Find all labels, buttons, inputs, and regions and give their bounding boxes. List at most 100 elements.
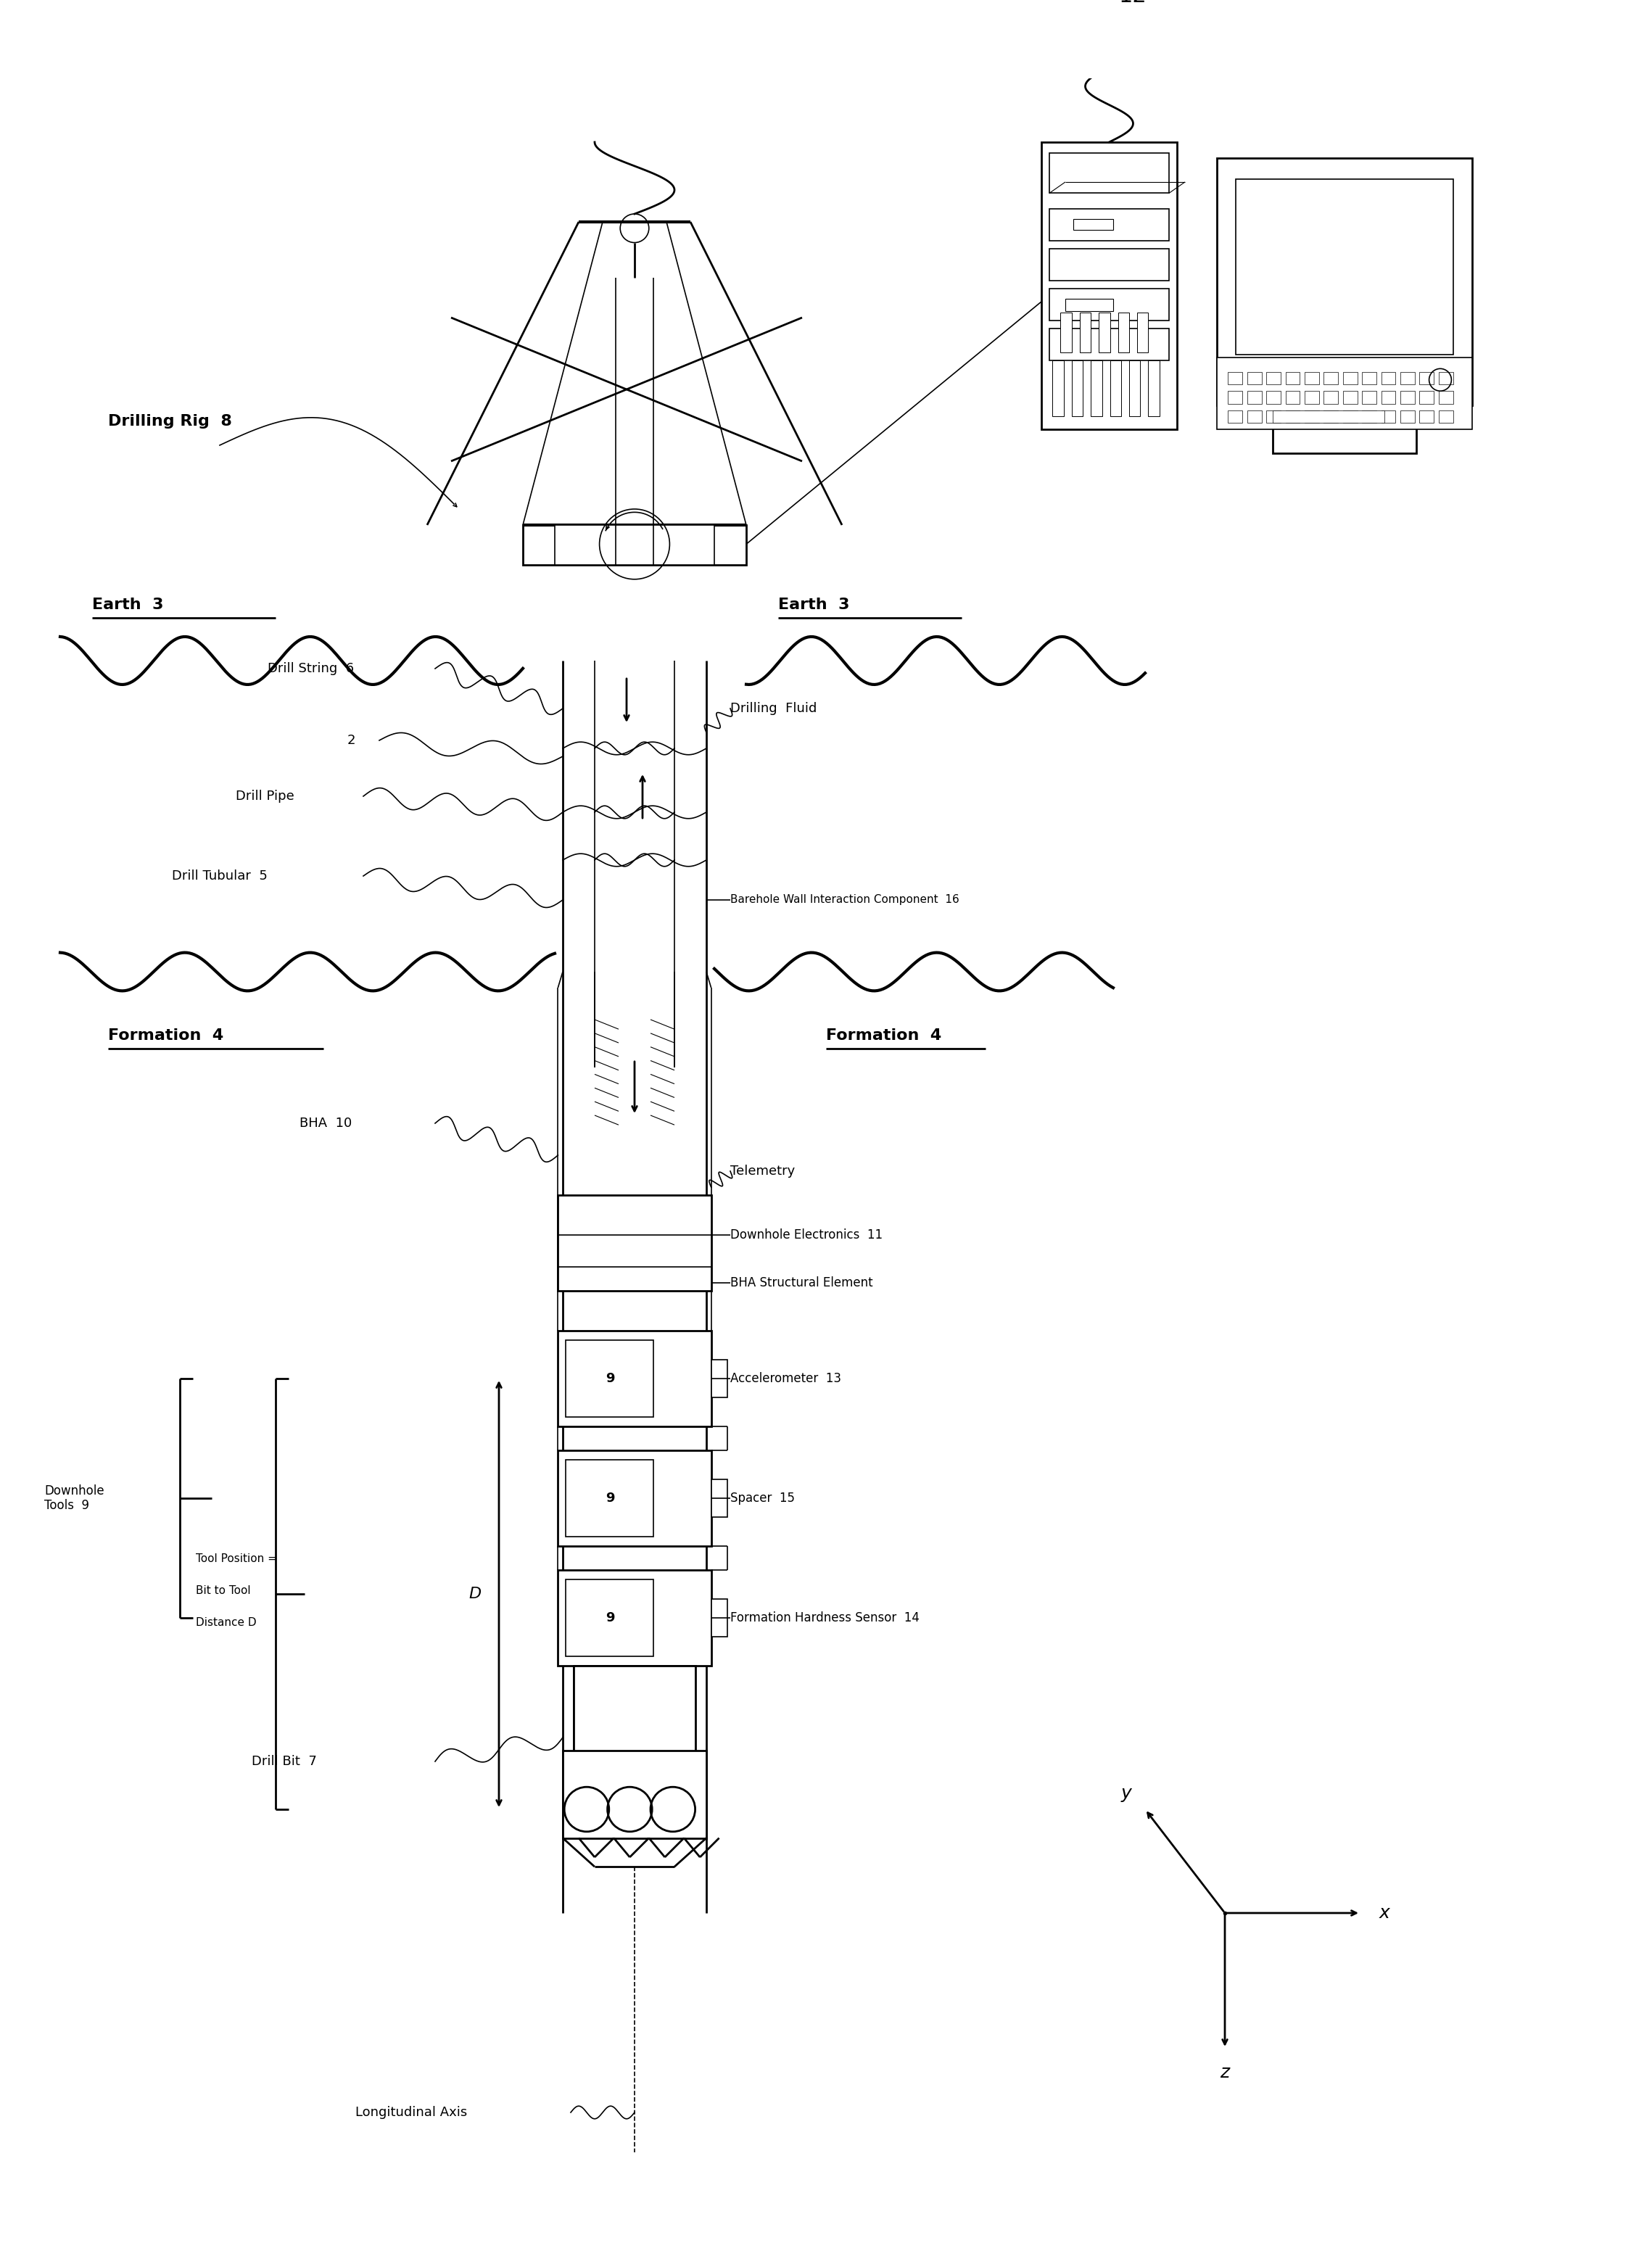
Bar [1080,312,1090,353]
Text: Formation Hardness Sensor  14: Formation Hardness Sensor 14 [730,1612,920,1623]
Bar [558,1331,710,1426]
Bar [1236,179,1454,353]
Bar [1343,371,1358,385]
Bar [710,1478,727,1517]
Text: Earth  3: Earth 3 [778,598,849,611]
Bar [1419,392,1434,403]
Bar [710,1358,727,1397]
Bar [1419,410,1434,423]
Text: Accelerometer  13: Accelerometer 13 [730,1372,841,1386]
Bar [1227,410,1242,423]
Bar [1285,392,1300,403]
Bar [1218,158,1472,405]
Text: Longitudinal Axis: Longitudinal Axis [355,2106,468,2119]
Bar [1323,392,1338,403]
Text: Drill String  6: Drill String 6 [268,661,354,675]
Bar [1267,392,1280,403]
Text: Barehole Wall Interaction Component  16: Barehole Wall Interaction Component 16 [730,894,960,906]
Bar [1049,154,1170,192]
Text: Earth  3: Earth 3 [93,598,164,611]
Bar [1323,371,1338,385]
Bar [1052,360,1064,417]
Bar [1066,299,1113,310]
Bar [1343,392,1358,403]
Bar [1361,410,1376,423]
Bar [1090,360,1102,417]
Bar [1061,312,1072,353]
Bar [1137,312,1148,353]
Bar [1247,371,1262,385]
Bar [1439,410,1454,423]
Bar [1049,249,1170,281]
Bar [563,1750,707,1838]
Bar [567,1340,654,1417]
Text: 9: 9 [605,1372,615,1386]
Text: BHA  10: BHA 10 [299,1116,352,1130]
Bar [1401,410,1414,423]
Bar [1419,371,1434,385]
Bar [1305,401,1384,430]
Bar [1049,290,1170,321]
Bar [1305,392,1318,403]
Text: Drill Tubular  5: Drill Tubular 5 [172,869,268,883]
Text: 12: 12 [1118,0,1146,7]
Bar [1381,392,1396,403]
Text: Telemetry: Telemetry [730,1164,795,1177]
Bar [1305,410,1318,423]
Bar [1381,410,1396,423]
Text: Bit to Tool: Bit to Tool [197,1585,251,1596]
Text: Downhole Electronics  11: Downhole Electronics 11 [730,1229,882,1241]
Bar [524,525,747,566]
Bar [1074,220,1113,231]
Bar [1110,360,1122,417]
Bar [1285,371,1300,385]
Bar [558,1195,710,1290]
Bar [1072,360,1082,417]
Bar [558,1569,710,1666]
Bar [1049,208,1170,240]
Bar [558,1451,710,1546]
Text: Drilling  Fluid: Drilling Fluid [730,702,816,715]
Text: Tool Position =: Tool Position = [197,1553,278,1564]
Text: 9: 9 [605,1612,615,1623]
Bar [573,1666,695,1755]
Bar [1361,392,1376,403]
Bar [555,525,714,566]
Bar [1272,410,1384,423]
Bar [1401,392,1414,403]
Text: Spacer  15: Spacer 15 [730,1492,795,1506]
Bar [1272,426,1416,453]
Bar [710,1598,727,1637]
Text: 2: 2 [347,734,355,747]
Bar [1128,360,1140,417]
Bar [1305,371,1318,385]
Bar [1247,392,1262,403]
Bar [1323,410,1338,423]
Bar [567,1580,654,1657]
Text: BHA Structural Element: BHA Structural Element [730,1277,872,1290]
Text: Downhole
Tools  9: Downhole Tools 9 [45,1485,104,1512]
Bar [1401,371,1414,385]
Text: 9: 9 [605,1492,615,1506]
Text: Formation  4: Formation 4 [107,1028,223,1044]
Bar [1218,358,1472,430]
Text: Drilling Rig  8: Drilling Rig 8 [107,414,231,428]
Bar [1049,328,1170,360]
Text: z: z [1221,2065,1229,2081]
Bar [1439,392,1454,403]
Bar [1247,410,1262,423]
Bar [1267,371,1280,385]
Bar [1041,143,1176,430]
Bar [1285,410,1300,423]
Bar [1099,312,1110,353]
Bar [1148,360,1160,417]
Text: x: x [1379,1904,1389,1922]
Text: Drill Bit  7: Drill Bit 7 [251,1755,317,1768]
Text: Distance D: Distance D [197,1616,256,1628]
Bar [1227,392,1242,403]
Text: D: D [469,1587,481,1601]
Text: Formation  4: Formation 4 [826,1028,942,1044]
Text: Drill Pipe: Drill Pipe [236,790,294,804]
Text: y: y [1120,1784,1132,1802]
Bar [1343,410,1358,423]
